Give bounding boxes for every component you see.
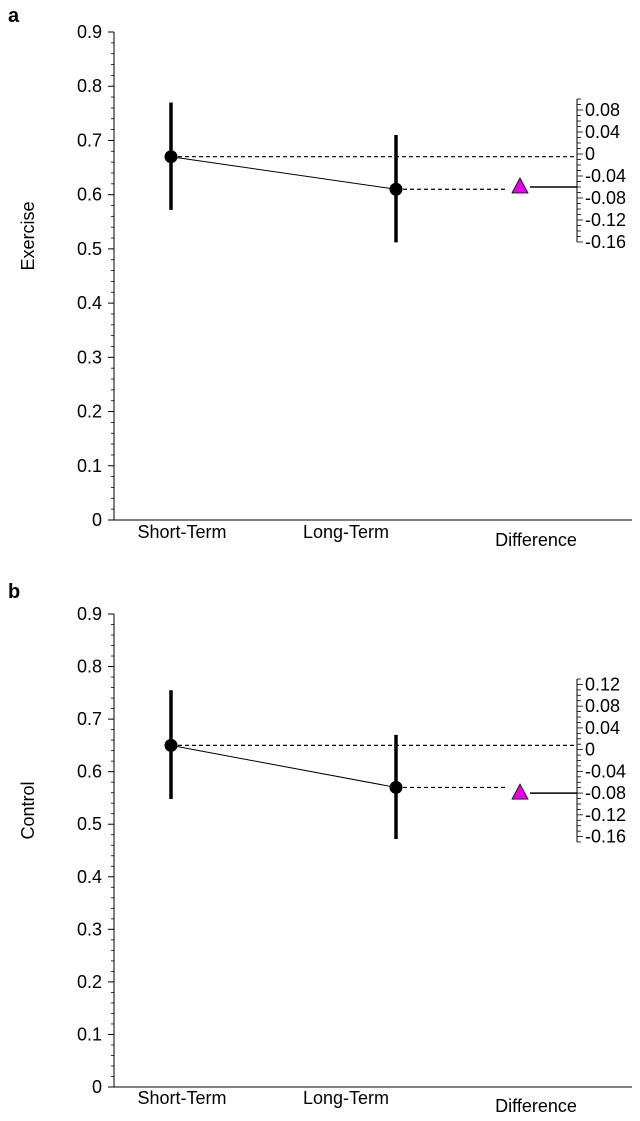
difference-tick-label: -0.04: [585, 761, 626, 781]
y-tick-label: 0.6: [77, 185, 102, 205]
difference-tick-label: 0: [585, 144, 595, 164]
panel-letter: a: [8, 5, 20, 27]
y-tick-label: 0.6: [77, 762, 102, 782]
y-tick-label: 0.4: [77, 867, 102, 887]
y-tick-label: 0.1: [77, 1024, 102, 1044]
difference-tick-label: -0.08: [585, 783, 626, 803]
difference-tick-label: 0.12: [585, 674, 620, 694]
difference-tick-label: -0.16: [585, 827, 626, 847]
y-tick-label: 0.8: [77, 76, 102, 96]
mean-connector-line: [170, 156, 397, 190]
mean-connector-line: [170, 744, 397, 788]
y-tick-label: 0.9: [77, 604, 102, 624]
mean-point-short-term: [164, 738, 178, 752]
y-tick-label: 0.3: [77, 347, 102, 367]
difference-marker: [511, 783, 529, 800]
y-tick-label: 0.2: [77, 402, 102, 422]
y-axis-label: Exercise: [18, 201, 38, 270]
y-axis-label: Control: [18, 781, 38, 839]
y-tick-label: 0.9: [77, 22, 102, 42]
y-tick-label: 0.7: [77, 130, 102, 150]
y-tick-label: 0.1: [77, 456, 102, 476]
difference-tick-label: -0.16: [585, 232, 626, 252]
x-category-label: Short-Term: [137, 522, 226, 542]
y-tick-label: 0.5: [77, 239, 102, 259]
difference-tick-label: 0.08: [585, 696, 620, 716]
mean-point-long-term: [389, 780, 403, 794]
difference-tick-label: -0.12: [585, 210, 626, 230]
difference-tick-label: 0: [585, 740, 595, 760]
y-tick-label: 0.3: [77, 919, 102, 939]
difference-tick-label: 0.04: [585, 718, 620, 738]
difference-tick-label: 0.08: [585, 100, 620, 120]
x-category-label: Short-Term: [137, 1088, 226, 1108]
mean-point-long-term: [389, 182, 403, 196]
chart-panel-b: b Control 0 0.1 0.2 0.3 0.4 0.5 0.6 0.7 0.8 0.9 Shor…: [8, 581, 632, 1116]
y-tick-label: 0: [92, 510, 102, 530]
difference-tick-label: -0.04: [585, 166, 626, 186]
y-tick-label: 0.5: [77, 814, 102, 834]
mean-point-short-term: [164, 150, 178, 164]
difference-tick-label: -0.12: [585, 805, 626, 825]
y-tick-label: 0.4: [77, 293, 102, 313]
y-tick-label: 0.8: [77, 657, 102, 677]
x-category-label: Long-Term: [303, 1088, 389, 1108]
x-category-label: Difference: [495, 1096, 577, 1116]
panel-letter: b: [8, 581, 20, 603]
y-tick-label: 0.2: [77, 972, 102, 992]
difference-tick-label: 0.04: [585, 122, 620, 142]
chart-panel-a: a Exercise 0 0.1 0.2 0.3 0.4 0.5 0.6 0.7 0.8 0.9 Sho…: [8, 5, 632, 550]
x-category-label: Difference: [495, 530, 577, 550]
y-tick-label: 0.7: [77, 709, 102, 729]
x-category-label: Long-Term: [303, 522, 389, 542]
difference-marker: [511, 177, 529, 194]
y-tick-label: 0: [92, 1077, 102, 1097]
difference-tick-label: -0.08: [585, 188, 626, 208]
